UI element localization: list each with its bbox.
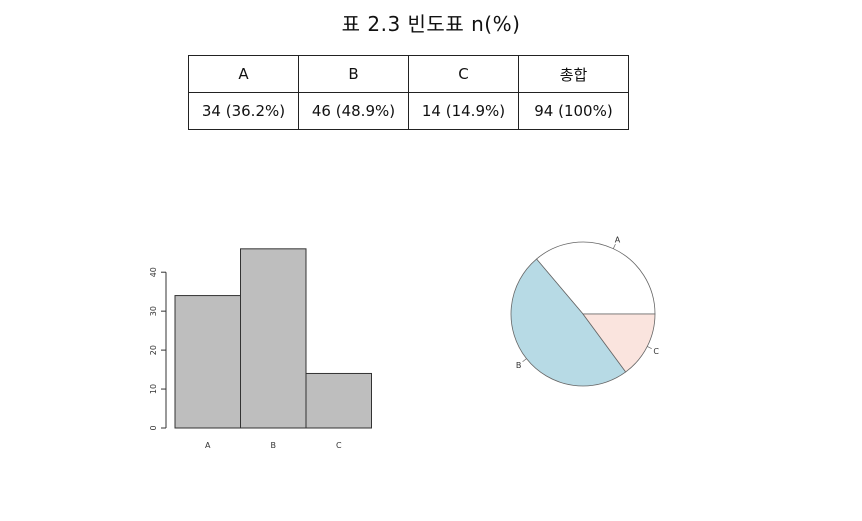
y-tick-label-40: 40 (149, 267, 158, 277)
pie-label-c: C (653, 347, 659, 356)
pie-label-tick-a (612, 244, 616, 249)
x-tick-label-b: B (271, 441, 277, 450)
pie-label-a: A (615, 236, 621, 245)
pie-label-tick-c (647, 346, 652, 350)
x-tick-label-a: A (205, 441, 211, 450)
x-tick-label-c: C (336, 441, 342, 450)
bar-a (174, 295, 241, 429)
y-tick-label-20: 20 (149, 345, 158, 355)
cell-b: 46 (48.9%) (298, 92, 409, 130)
table-caption: 표 2.3 빈도표 n(%) (341, 12, 521, 36)
pie-label-tick-b (522, 358, 527, 362)
cell-c: 14 (14.9%) (408, 92, 519, 130)
table-row: 34 (36.2%) 46 (48.9%) 14 (14.9%) 94 (100… (188, 92, 629, 130)
cell-a: 34 (36.2%) (188, 92, 299, 130)
pie-slice-c (582, 313, 656, 373)
pie-label-b: B (516, 361, 522, 370)
y-tick-label-0: 0 (149, 425, 158, 430)
pie-slice-b (510, 258, 627, 387)
header-cell-total: 총합 (518, 55, 629, 93)
bar-b (240, 248, 307, 429)
frequency-table: A B C 총합 34 (36.2%) 46 (48.9%) 14 (14.9%… (188, 55, 629, 130)
y-tick-label-30: 30 (149, 306, 158, 316)
pie-slice-a (535, 241, 656, 315)
y-tick-label-10: 10 (149, 384, 158, 394)
bar-c (305, 372, 372, 429)
header-cell-a: A (188, 55, 299, 93)
table-header-row: A B C 총합 (188, 55, 629, 93)
cell-total: 94 (100%) (518, 92, 629, 130)
